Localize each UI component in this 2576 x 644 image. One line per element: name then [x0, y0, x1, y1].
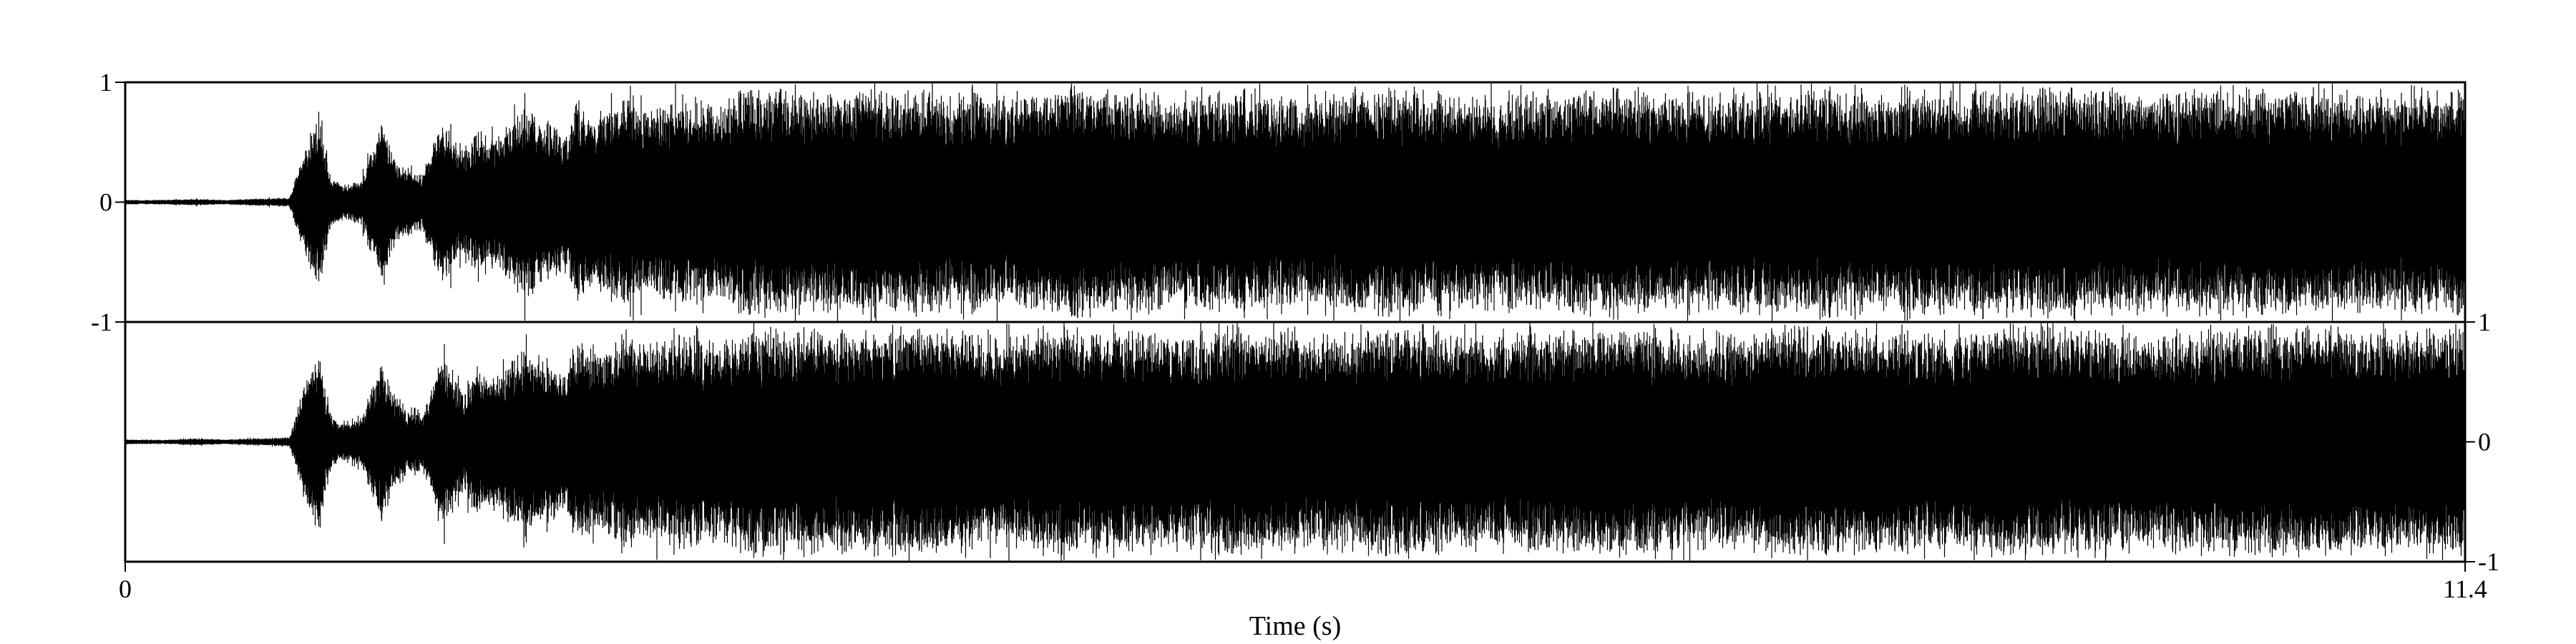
x-axis-ticks: 0 11.4 [119, 562, 2487, 603]
channel-1-y-ticks: 1 0 -1 [91, 68, 125, 336]
y-tick-label-channel-2: 1 [2478, 308, 2491, 336]
y-tick-label-channel-2: -1 [2478, 547, 2499, 576]
channel-2-waveform [125, 322, 2466, 562]
channel-2-y-ticks: 1 0 -1 [2465, 308, 2499, 576]
y-tick-label-channel-1: -1 [91, 308, 112, 336]
waveform-trace-channel-2 [125, 322, 2466, 562]
y-tick-label-channel-2: 0 [2478, 428, 2491, 457]
x-tick-label: 11.4 [2443, 575, 2487, 603]
x-axis-label: Time (s) [1249, 611, 1341, 641]
y-tick-label-channel-1: 0 [99, 188, 112, 217]
channel-1-waveform [125, 82, 2466, 322]
x-tick-label: 0 [119, 575, 132, 603]
waveform-trace-channel-1 [125, 82, 2466, 322]
y-tick-label-channel-1: 1 [99, 68, 112, 97]
